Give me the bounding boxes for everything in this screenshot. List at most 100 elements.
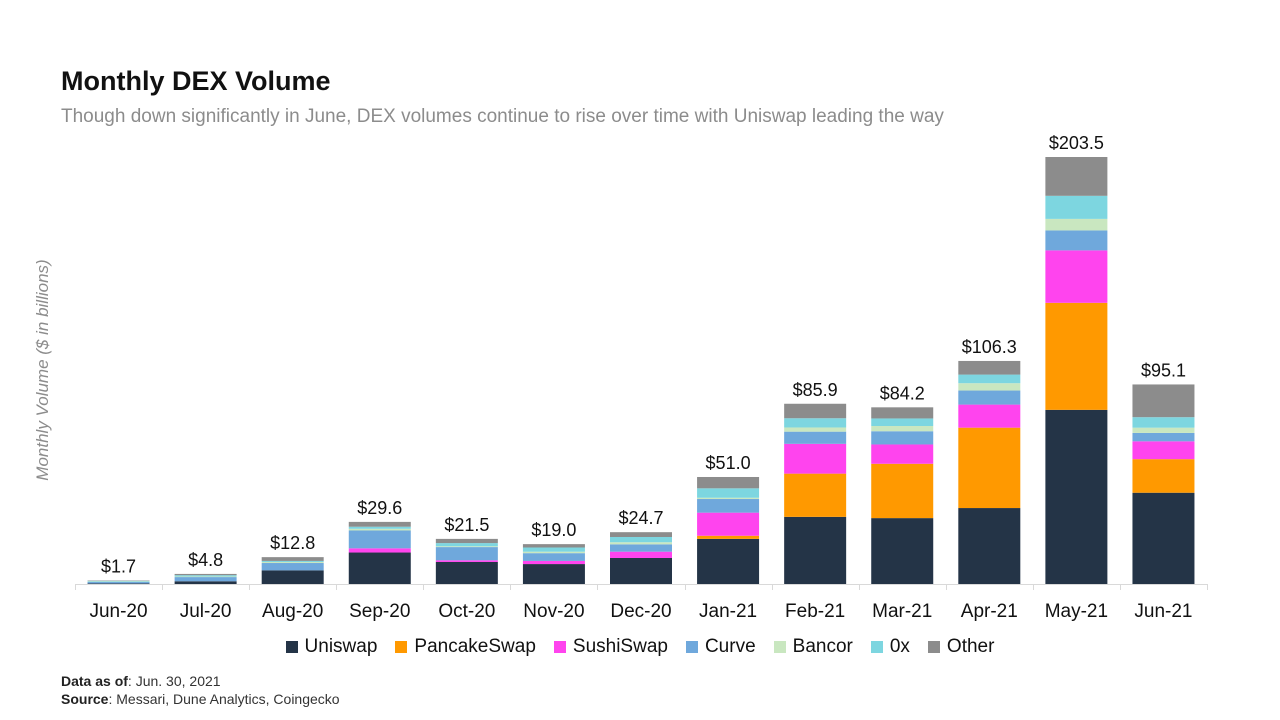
- bar-total-label: $29.6: [357, 498, 402, 518]
- chart-subtitle: Though down significantly in June, DEX v…: [61, 106, 944, 127]
- bar-segment-0x: [784, 418, 847, 428]
- data-as-of-note: Data as of: Jun. 30, 2021: [61, 673, 221, 689]
- x-tick-label: Jun-21: [1134, 601, 1192, 622]
- legend-item-pancakeswap: PancakeSwap: [395, 636, 536, 658]
- bar-segment-sushiswap: [522, 560, 585, 565]
- bar-segment-other: [348, 521, 411, 527]
- bar-segment-curve: [87, 581, 150, 584]
- legend-item-uniswap: Uniswap: [285, 636, 377, 658]
- legend-swatch: [773, 641, 786, 653]
- bar-segment-bancor: [435, 546, 498, 548]
- bar-segment-bancor: [522, 551, 585, 554]
- bar-total-label: $1.7: [101, 556, 136, 576]
- x-tick-label: Jul-20: [180, 601, 232, 622]
- x-tick-label: May-21: [1045, 601, 1108, 622]
- x-tick-label: Feb-21: [785, 601, 845, 622]
- chart-title: Monthly DEX Volume: [61, 66, 331, 96]
- legend-item-0x: 0x: [870, 636, 910, 658]
- bar-segment-uniswap: [522, 564, 585, 584]
- bar-segment-pancakeswap: [1045, 302, 1108, 410]
- bar-total-label: $51.0: [706, 453, 751, 473]
- bar-segment-curve: [348, 530, 411, 549]
- bar-segment-other: [784, 403, 847, 419]
- bar-segment-curve: [1045, 230, 1108, 251]
- bar-segment-bancor: [1132, 427, 1195, 433]
- bar-segment-other: [871, 407, 934, 419]
- legend-item-curve: Curve: [685, 636, 756, 658]
- bar-segment-0x: [958, 374, 1021, 384]
- bar-segment-uniswap: [697, 538, 760, 584]
- x-tick-label: Dec-20: [610, 601, 671, 622]
- bar-total-label: $21.5: [444, 515, 489, 535]
- data-as-of-value: : Jun. 30, 2021: [127, 673, 221, 689]
- legend-swatch: [870, 641, 883, 653]
- bar-total-label: $95.1: [1141, 360, 1186, 380]
- bar-segment-bancor: [1045, 218, 1108, 231]
- bar-segment-bancor: [958, 383, 1021, 391]
- source-label: Source: [61, 691, 109, 707]
- bar-segment-bancor: [610, 542, 672, 545]
- bar-segment-bancor: [697, 497, 760, 500]
- bar-segment-0x: [1132, 417, 1195, 428]
- bar-segment-pancakeswap: [958, 427, 1021, 509]
- bar-total-label: $19.0: [531, 520, 576, 540]
- bar-segment-pancakeswap: [784, 473, 847, 517]
- bar-total-label: $84.2: [880, 383, 925, 403]
- bar-segment-curve: [261, 563, 324, 571]
- bar-segment-curve: [174, 577, 237, 582]
- bar-total-label: $106.3: [962, 337, 1017, 357]
- bar-segment-bancor: [261, 561, 324, 564]
- bar-segment-bancor: [174, 576, 237, 578]
- legend-label: Curve: [704, 636, 756, 657]
- bar-segment-curve: [958, 390, 1021, 405]
- legend-label: SushiSwap: [572, 636, 668, 657]
- x-tick-label: Oct-20: [438, 601, 495, 622]
- bar-segment-uniswap: [261, 570, 324, 584]
- bar-segment-uniswap: [610, 557, 672, 584]
- chart-legend: Uniswap PancakeSwap SushiSwap Curve Bancor 0x…: [0, 636, 1280, 658]
- bar-segment-other: [610, 532, 672, 537]
- bar-segment-sushiswap: [610, 551, 672, 558]
- bar-total-label: $203.5: [1049, 133, 1104, 153]
- bar-segment-other: [435, 538, 498, 544]
- bar-total-label: $4.8: [188, 550, 223, 570]
- bar-segment-0x: [261, 560, 324, 562]
- bar-segment-sushiswap: [871, 444, 934, 464]
- bar-segment-sushiswap: [348, 548, 411, 553]
- legend-label: 0x: [889, 636, 910, 657]
- legend-label: PancakeSwap: [414, 636, 536, 657]
- bar-segment-0x: [1045, 195, 1108, 219]
- bar-segment-sushiswap: [1045, 250, 1108, 303]
- bar-segment-curve: [784, 431, 847, 444]
- x-tick-label: Mar-21: [872, 601, 932, 622]
- bar-segment-0x: [610, 536, 672, 543]
- bar-segment-uniswap: [1132, 492, 1195, 584]
- legend-item-sushiswap: SushiSwap: [553, 636, 668, 658]
- bar-segment-bancor: [871, 425, 934, 432]
- bar-total-label: $12.8: [270, 533, 315, 553]
- bar-segment-uniswap: [348, 552, 411, 584]
- bar-segment-uniswap: [87, 583, 150, 584]
- bar-segment-0x: [174, 575, 237, 577]
- legend-label: Bancor: [792, 636, 853, 657]
- x-tick-label: Jan-21: [699, 601, 757, 622]
- legend-swatch: [395, 641, 408, 653]
- bar-segment-curve: [697, 499, 760, 513]
- data-as-of-label: Data as of: [61, 673, 128, 689]
- legend-swatch: [927, 641, 940, 653]
- legend-swatch: [685, 641, 698, 653]
- bar-segment-uniswap: [435, 561, 498, 584]
- bar-segment-uniswap: [1045, 409, 1108, 584]
- bar-segment-0x: [87, 580, 150, 582]
- bar-segment-0x: [522, 547, 585, 552]
- bar-segment-uniswap: [174, 581, 237, 584]
- bar-segment-other: [958, 360, 1021, 375]
- bar-segment-sushiswap: [958, 404, 1021, 428]
- bar-segment-sushiswap: [697, 512, 760, 536]
- bar-segment-curve: [435, 547, 498, 561]
- bar-segment-sushiswap: [1132, 441, 1195, 460]
- bar-segment-pancakeswap: [697, 535, 760, 539]
- bar-segment-0x: [348, 526, 411, 529]
- x-tick-label: Aug-20: [262, 601, 323, 622]
